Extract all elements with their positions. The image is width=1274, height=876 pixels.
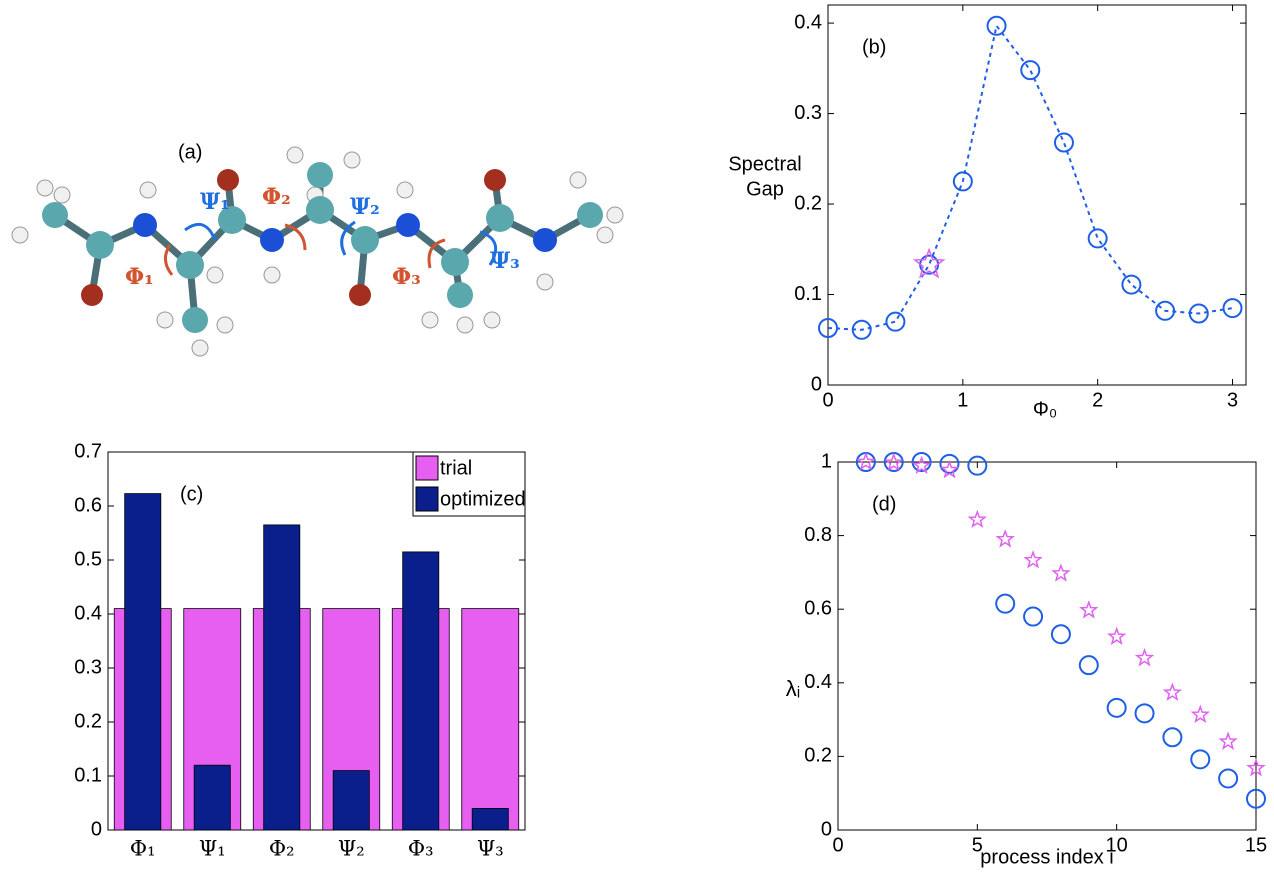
- angle-label: Φ₂: [262, 184, 291, 210]
- x-tick-label: Φ₂: [269, 837, 295, 861]
- marker: [1089, 229, 1107, 247]
- marker: [1221, 734, 1236, 749]
- marker: [1122, 276, 1140, 294]
- panel-label: (b): [862, 36, 886, 58]
- y-tick-label: 0.2: [794, 192, 822, 214]
- marker: [1055, 134, 1073, 152]
- panel-label: (c): [180, 483, 203, 505]
- y-axis-label: λᵢ: [786, 676, 800, 701]
- marker: [1108, 699, 1126, 717]
- legend-swatch: [416, 487, 438, 511]
- bar: [462, 609, 519, 830]
- angle-label: Ψ₃: [490, 248, 520, 274]
- marker: [1026, 552, 1041, 566]
- marker: [1136, 704, 1154, 722]
- bar: [264, 525, 300, 830]
- marker: [1165, 685, 1180, 700]
- y-tick-label: 0.4: [74, 602, 102, 624]
- plot-frame: [838, 462, 1256, 830]
- y-tick-label: 0.3: [74, 656, 102, 678]
- marker: [1053, 566, 1068, 581]
- x-tick-label: Ψ₃: [477, 837, 504, 861]
- legend-label: trial: [440, 457, 472, 479]
- legend-label: optimized: [440, 488, 526, 510]
- bar: [472, 808, 508, 830]
- x-tick-label: 3: [1227, 389, 1238, 411]
- marker: [1193, 707, 1208, 722]
- bar: [194, 765, 230, 830]
- marker: [1137, 650, 1152, 665]
- marker: [1191, 750, 1209, 768]
- line: [828, 26, 1233, 330]
- marker: [1080, 656, 1098, 674]
- marker: [970, 512, 985, 526]
- marker: [1081, 602, 1096, 617]
- plot-frame: [828, 5, 1246, 385]
- panel-label: (a): [178, 141, 202, 163]
- x-axis-label: process index i: [980, 846, 1113, 868]
- marker: [1224, 299, 1242, 317]
- panel-label: (d): [872, 493, 896, 515]
- marker: [942, 462, 957, 477]
- marker: [858, 454, 873, 469]
- marker: [1109, 629, 1124, 644]
- y-tick-label: 0: [811, 373, 822, 395]
- bar: [125, 494, 161, 830]
- marker: [996, 595, 1014, 613]
- y-tick-label: 0.1: [794, 283, 822, 305]
- y-tick-label: 0.7: [74, 440, 102, 462]
- y-tick-label: 0.6: [804, 597, 832, 619]
- y-tick-label: 0.4: [804, 671, 832, 693]
- panel: 0 0.1 0.2 0.3 0.4 0.5 0.6 0.7 (c) Φ₁ Ψ₁ Φ₂ Ψ₂ Φ₃ Ψ₃ tri…: [74, 440, 525, 860]
- y-tick-label: 0.3: [794, 102, 822, 124]
- angle-label: Ψ₂: [350, 194, 380, 220]
- marker: [1219, 769, 1237, 787]
- marker: [1024, 608, 1042, 626]
- x-tick-label: 2: [1092, 389, 1103, 411]
- x-tick-label: Ψ₂: [338, 837, 365, 861]
- y-tick-label: 0: [91, 818, 102, 840]
- x-tick-label: Φ₁: [130, 837, 156, 861]
- marker: [988, 17, 1006, 35]
- x-tick-label: 1: [957, 389, 968, 411]
- marker: [998, 531, 1013, 546]
- panel: 0 0.1 0.2 0.3 0.4 0 1 2 3 (b) Φ₀ Spectral Gap: [728, 5, 1246, 420]
- bar: [403, 552, 439, 830]
- angle-label: Φ₁: [125, 264, 154, 290]
- y-tick-label: 0.5: [74, 548, 102, 570]
- marker: [1052, 625, 1070, 643]
- y-tick-label: 1: [821, 450, 832, 472]
- y-tick-label: 0.2: [804, 745, 832, 767]
- molecule: (a) Ψ₁ Φ₂ Ψ₂ Φ₁ Φ₃ Ψ₃: [12, 141, 623, 356]
- y-tick-label: 0.6: [74, 494, 102, 516]
- angle-label: Ψ₁: [200, 189, 230, 215]
- figure: (a) Ψ₁ Φ₂ Ψ₂ Φ₁ Φ₃ Ψ₃ 0 0.1 0.2 0.3 0.4 0 1 2 3 (…: [0, 0, 1274, 876]
- legend-swatch: [416, 456, 438, 480]
- y-tick-label: 0.1: [74, 764, 102, 786]
- y-tick-label: 0.4: [794, 11, 822, 33]
- x-tick-label: Φ₃: [408, 837, 434, 861]
- bar: [333, 771, 369, 830]
- marker: [1163, 728, 1181, 746]
- y-tick-label: 0.2: [74, 710, 102, 732]
- marker: [886, 313, 904, 331]
- y-axis-label: Gap: [746, 178, 784, 200]
- marker: [1021, 61, 1039, 79]
- x-tick-label: 15: [1245, 834, 1267, 856]
- y-tick-label: 0.8: [804, 524, 832, 546]
- x-tick-label: 0: [822, 389, 833, 411]
- x-axis-label: Φ₀: [1033, 398, 1057, 420]
- y-tick-label: 0: [821, 818, 832, 840]
- y-axis-label: Spectral: [728, 153, 801, 175]
- x-tick-label: Ψ₁: [199, 837, 226, 861]
- angle-label: Φ₃: [392, 264, 421, 290]
- x-tick-label: 0: [832, 834, 843, 856]
